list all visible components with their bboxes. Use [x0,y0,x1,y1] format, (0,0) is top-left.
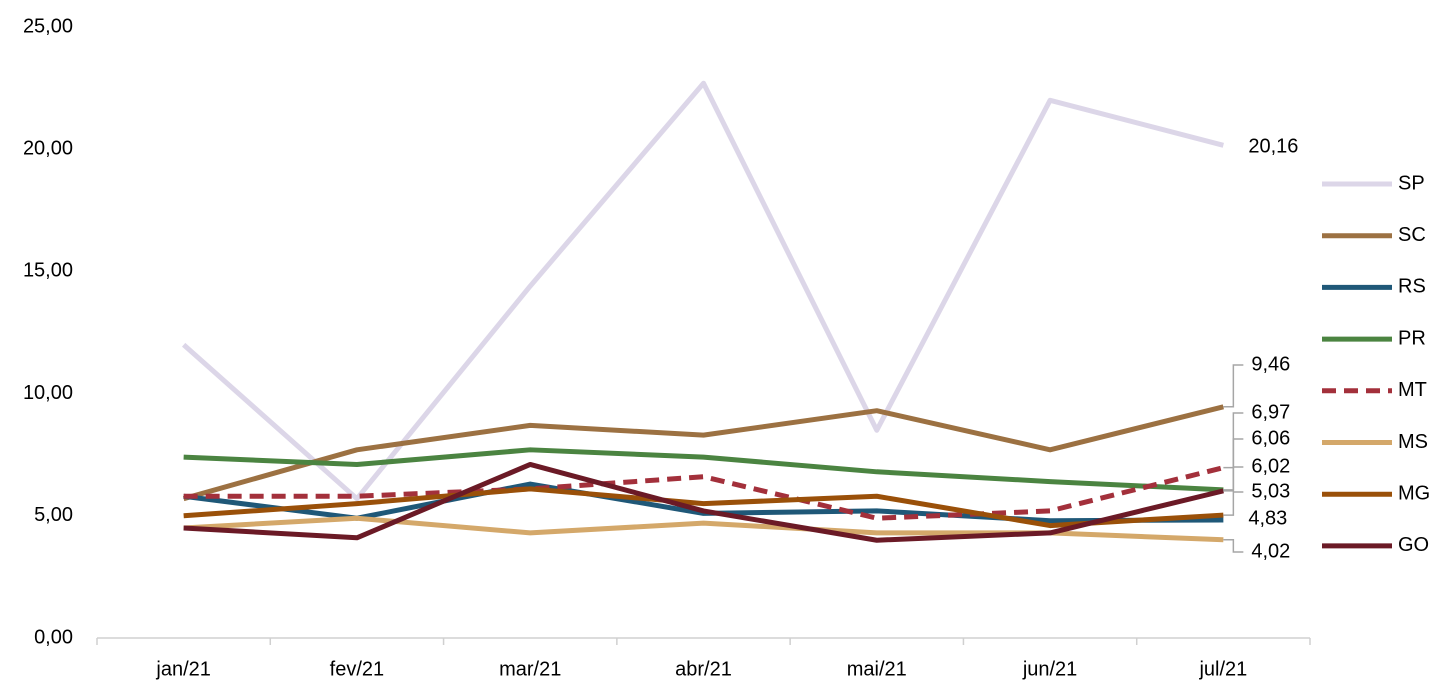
series-line [183,461,1224,543]
x-tick-label: jun/21 [1022,658,1078,680]
leader-line [1223,466,1244,492]
leader-line [1223,364,1244,408]
legend-label: SC [1398,224,1426,246]
legend-label: GO [1398,534,1429,556]
leader-line [1223,491,1244,516]
legend-label: RS [1398,276,1426,298]
data-label: 20,16 [1248,135,1298,157]
series-line [181,80,1224,502]
series-line [183,447,1224,493]
legend-label: PR [1398,327,1426,349]
y-tick-label: 5,00 [34,504,73,526]
data-label: 6,02 [1251,455,1290,477]
data-label: 6,97 [1251,401,1290,423]
data-label: 5,03 [1251,480,1290,502]
x-tick-label: abr/21 [675,658,732,680]
x-tick-label: mai/21 [847,658,907,680]
x-tick-label: jan/21 [155,658,211,680]
y-tick-label: 10,00 [23,382,73,404]
legend-label: MS [1398,431,1428,453]
data-label: 6,06 [1251,427,1290,449]
data-label: 4,83 [1248,507,1287,529]
legend-label: MT [1398,379,1427,401]
y-tick-label: 20,00 [23,137,73,159]
leader-line [1223,412,1244,469]
leader-line [1223,539,1244,553]
y-tick-label: 15,00 [23,260,73,282]
data-label: 4,02 [1251,540,1290,562]
series-line [183,486,1224,529]
legend-label: MG [1398,482,1430,504]
legend-label: SP [1398,172,1425,194]
x-tick-label: jul/21 [1198,658,1247,680]
data-label: 9,46 [1251,353,1290,375]
x-tick-label: mar/21 [499,658,561,680]
series-line [182,404,1224,502]
x-tick-label: fev/21 [330,658,384,680]
y-tick-label: 25,00 [23,15,73,37]
y-tick-label: 0,00 [34,626,73,648]
